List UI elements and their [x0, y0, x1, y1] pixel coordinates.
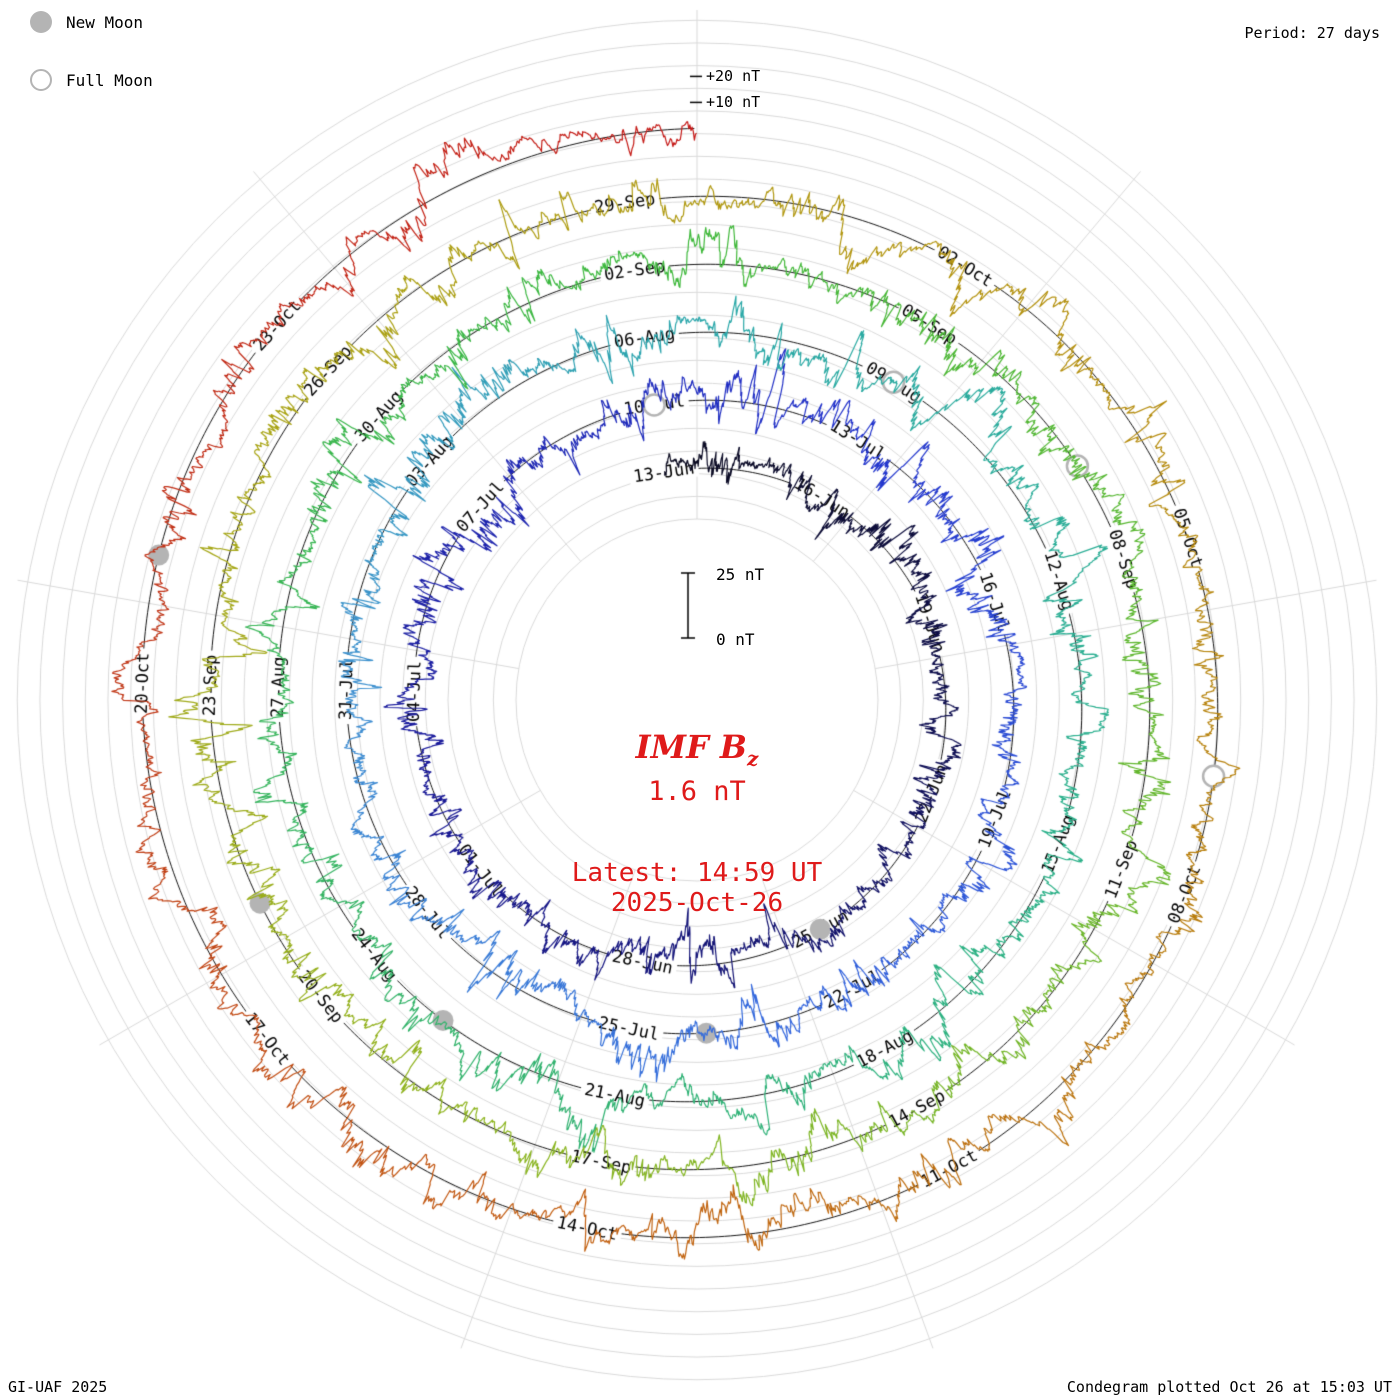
chart-title: IMF Bz	[636, 728, 759, 770]
new-moon-label: New Moon	[66, 12, 144, 32]
latest-date: 2025-Oct-26	[610, 888, 784, 918]
scalebar-bottom-label: 0 nT	[716, 630, 755, 649]
credit-label: GI-UAF 2025	[8, 1378, 108, 1396]
latest-value: 1.6 nT	[648, 776, 746, 807]
moon-legend: New Moon Full Moon	[30, 8, 153, 94]
period-label: Period: 27 days	[1244, 24, 1380, 42]
scalebar-top-label: 25 nT	[716, 565, 765, 584]
legend-full-moon: Full Moon	[30, 66, 153, 94]
plus10-nt-label: +10 nT	[706, 93, 761, 111]
full-moon-icon	[30, 69, 52, 91]
plus20-nt-label: +20 nT	[706, 67, 761, 85]
chart-title-sub: z	[746, 746, 759, 771]
chart-title-main: IMF B	[635, 728, 747, 766]
latest-time: Latest: 14:59 UT	[571, 858, 823, 888]
full-moon-label: Full Moon	[66, 70, 153, 90]
new-moon-icon	[30, 11, 52, 33]
legend-new-moon: New Moon	[30, 8, 153, 36]
plotted-timestamp: Condegram plotted Oct 26 at 15:03 UT	[1066, 1378, 1392, 1396]
